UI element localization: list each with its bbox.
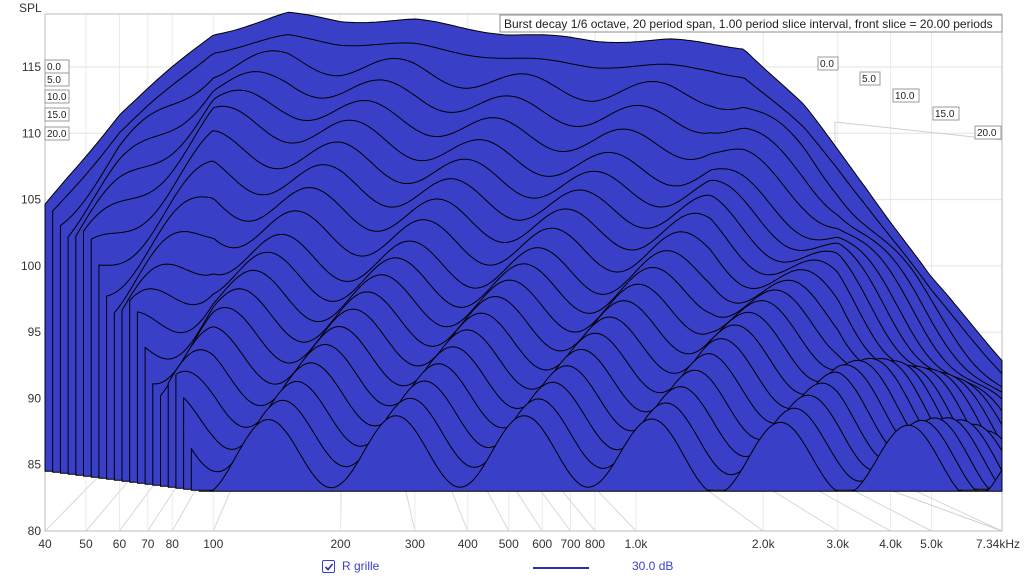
z-tick-label: 0.0 bbox=[820, 59, 834, 70]
x-tick-label: 50 bbox=[79, 537, 93, 551]
x-tick-label: 40 bbox=[38, 537, 52, 551]
floor-gridline bbox=[44, 469, 106, 532]
z-tick-left: 10.0 bbox=[44, 89, 70, 104]
z-tick-box bbox=[817, 56, 839, 71]
z-tick-label: 20.0 bbox=[977, 128, 997, 139]
x-tick-label: 400 bbox=[458, 537, 478, 551]
y-tick-label: 90 bbox=[28, 391, 42, 405]
x-tick-label: 5.0k bbox=[920, 537, 944, 551]
x-tick-label: 100 bbox=[203, 537, 223, 551]
z-tick-box bbox=[44, 89, 70, 104]
y-axis-label: SPL bbox=[19, 1, 42, 15]
x-tick-label: 800 bbox=[585, 537, 605, 551]
legend-checkbox[interactable] bbox=[322, 560, 335, 573]
x-tick-label: 300 bbox=[405, 537, 425, 551]
z-tick-right: 0.0 bbox=[817, 56, 839, 71]
x-tick-label: 70 bbox=[141, 537, 155, 551]
x-tick-label: 500 bbox=[499, 537, 519, 551]
z-tick-left: 20.0 bbox=[44, 126, 70, 141]
z-tick-box bbox=[892, 88, 920, 103]
waterfall-slice bbox=[198, 415, 1003, 492]
z-tick-box bbox=[932, 106, 960, 121]
z-tick-box bbox=[44, 72, 70, 87]
y-tick-label: 110 bbox=[22, 126, 41, 140]
z-tick-right: 5.0 bbox=[859, 71, 881, 86]
z-tick-label: 5.0 bbox=[862, 74, 876, 85]
legend-line-swatch bbox=[533, 567, 589, 569]
z-tick-box bbox=[974, 125, 1002, 140]
z-tick-box bbox=[44, 107, 70, 122]
z-tick-label: 15.0 bbox=[935, 109, 955, 120]
x-tick-label: 4.0k bbox=[879, 537, 903, 551]
z-tick-left: 5.0 bbox=[44, 72, 70, 87]
z-tick-label: 20.0 bbox=[47, 129, 67, 140]
x-tick-label: 200 bbox=[330, 537, 350, 551]
y-tick-label: 105 bbox=[21, 193, 41, 207]
check-icon bbox=[324, 563, 334, 571]
x-tick-label: 60 bbox=[113, 537, 127, 551]
z-tick-box bbox=[44, 126, 70, 141]
z-tick-box bbox=[859, 71, 881, 86]
z-tick-right: 20.0 bbox=[974, 125, 1002, 140]
x-tick-label: 3.0k bbox=[826, 537, 850, 551]
x-tick-label: 80 bbox=[166, 537, 180, 551]
z-tick-label: 5.0 bbox=[47, 75, 61, 86]
y-tick-label: 100 bbox=[21, 259, 41, 273]
y-tick-label: 95 bbox=[28, 325, 42, 339]
x-tick-label: 600 bbox=[532, 537, 552, 551]
z-tick-right: 10.0 bbox=[892, 88, 920, 103]
legend-range: 30.0 dB bbox=[632, 559, 674, 573]
chart-title: Burst decay 1/6 octave, 20 period span, … bbox=[504, 17, 993, 31]
x-tick-label: 2.0k bbox=[752, 537, 776, 551]
z-tick-label: 0.0 bbox=[47, 62, 61, 73]
y-tick-label: 115 bbox=[22, 60, 41, 74]
z-tick-right: 15.0 bbox=[932, 106, 960, 121]
y-axis-ticks: 80 85 90 95 100 105 110 115 bbox=[21, 60, 41, 538]
y-tick-label: 80 bbox=[28, 524, 42, 538]
z-tick-left: 0.0 bbox=[44, 59, 70, 74]
z-tick-label: 10.0 bbox=[47, 92, 67, 103]
x-tick-label: 700 bbox=[561, 537, 581, 551]
x-tick-label: 7.34kHz bbox=[976, 537, 1020, 551]
x-axis-ticks: 40 50 60 70 80 100 200 300 400 500 600 700 800 1.0k 2.… bbox=[38, 537, 1020, 551]
waterfall-slices bbox=[44, 11, 1003, 492]
z-tick-left: 15.0 bbox=[44, 107, 70, 122]
chart-title-box bbox=[499, 14, 1003, 33]
legend: R grille 30.0 dB bbox=[0, 556, 1024, 578]
wall-edge bbox=[834, 121, 1003, 141]
z-tick-label: 10.0 bbox=[895, 91, 915, 102]
z-axis-tags: 0.0 0.0 5.0 5.0 10.0 10.0 15.0 15.0 20.0 20.0 bbox=[44, 56, 1002, 141]
legend-series-name: R grille bbox=[342, 559, 380, 573]
z-tick-label: 15.0 bbox=[47, 110, 67, 121]
x-tick-label: 1.0k bbox=[625, 537, 649, 551]
y-tick-label: 85 bbox=[28, 458, 42, 472]
